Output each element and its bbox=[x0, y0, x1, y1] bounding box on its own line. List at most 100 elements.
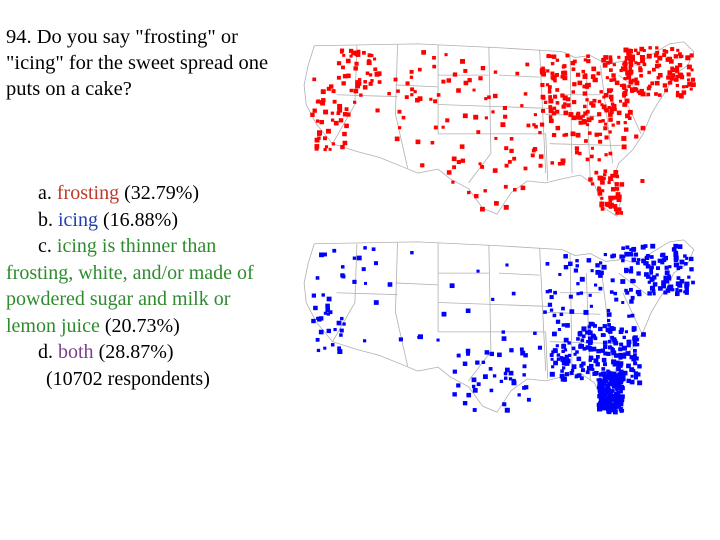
icing-dot-map bbox=[296, 234, 702, 420]
map-dot bbox=[631, 88, 636, 92]
map-dot bbox=[337, 346, 341, 351]
map-dot bbox=[619, 327, 624, 332]
map-dot bbox=[584, 139, 588, 143]
map-dot bbox=[619, 211, 624, 215]
state-border bbox=[468, 244, 492, 382]
map-dot bbox=[622, 102, 628, 107]
map-dot bbox=[675, 290, 679, 294]
map-dot bbox=[607, 339, 612, 344]
map-dot bbox=[581, 334, 586, 339]
map-dot bbox=[432, 64, 437, 69]
map-dot bbox=[609, 378, 613, 383]
map-dot bbox=[487, 95, 491, 99]
map-dot bbox=[605, 373, 609, 377]
map-dot bbox=[675, 78, 679, 82]
map-dot bbox=[503, 204, 509, 210]
map-dot bbox=[675, 288, 679, 292]
map-dot bbox=[678, 52, 682, 56]
map-dot bbox=[619, 83, 624, 88]
map-dot bbox=[582, 91, 588, 96]
map-dot bbox=[344, 107, 349, 111]
map-dot bbox=[588, 293, 592, 297]
map-dot bbox=[624, 330, 629, 334]
map-dot bbox=[673, 257, 679, 262]
map-dot bbox=[614, 297, 619, 302]
map-dot bbox=[612, 339, 618, 344]
map-dot bbox=[441, 311, 447, 317]
map-dot bbox=[601, 119, 605, 123]
map-dot bbox=[691, 280, 695, 285]
map-dot bbox=[678, 289, 683, 293]
map-dot bbox=[462, 361, 468, 366]
frosting-dot-map bbox=[296, 36, 702, 222]
map-dot bbox=[549, 371, 555, 377]
map-dot bbox=[689, 267, 694, 272]
map-dot bbox=[555, 88, 560, 92]
map-dot bbox=[525, 62, 530, 67]
map-dot bbox=[472, 88, 476, 92]
map-dot bbox=[489, 388, 494, 393]
map-dot bbox=[610, 348, 615, 353]
map-dot bbox=[560, 357, 566, 363]
map-dot bbox=[591, 103, 596, 108]
map-dot bbox=[585, 157, 590, 162]
frosting-dots bbox=[310, 46, 696, 215]
map-dot bbox=[482, 374, 488, 379]
map-dot bbox=[543, 310, 547, 314]
map-dot bbox=[513, 188, 517, 192]
map-dot bbox=[606, 402, 612, 407]
map-dot bbox=[484, 116, 488, 120]
map-dot bbox=[563, 337, 569, 343]
map-dot bbox=[346, 73, 351, 79]
map-dot bbox=[679, 279, 685, 284]
map-dot bbox=[417, 335, 421, 339]
map-dot bbox=[520, 350, 526, 356]
map-dot bbox=[618, 347, 623, 352]
map-dot bbox=[578, 115, 583, 120]
map-dot bbox=[564, 372, 570, 377]
map-dot bbox=[532, 123, 536, 127]
map-dot bbox=[609, 78, 613, 82]
state-border bbox=[499, 331, 549, 379]
map-dot bbox=[363, 246, 367, 250]
map-dot bbox=[661, 280, 666, 285]
option-term: frosting bbox=[56, 182, 120, 204]
map-dot bbox=[339, 50, 344, 54]
map-dot bbox=[567, 341, 571, 345]
map-dot bbox=[551, 331, 557, 337]
map-dot bbox=[623, 352, 627, 356]
map-dot bbox=[651, 67, 656, 72]
map-dot bbox=[579, 276, 585, 282]
map-dot bbox=[503, 114, 508, 119]
map-dot bbox=[520, 185, 526, 191]
map-dot bbox=[662, 49, 667, 53]
map-dot bbox=[326, 312, 331, 316]
map-dot bbox=[624, 55, 630, 61]
map-dot bbox=[608, 196, 612, 200]
respondent-count: (10702 respondents) bbox=[46, 367, 210, 390]
map-dot bbox=[320, 89, 326, 95]
map-dot bbox=[669, 76, 674, 81]
map-dot bbox=[354, 61, 359, 66]
map-dot bbox=[578, 343, 583, 347]
map-dot bbox=[613, 404, 618, 408]
map-dot bbox=[628, 60, 632, 64]
map-dot bbox=[603, 390, 608, 395]
map-dot bbox=[560, 369, 564, 373]
map-dot bbox=[377, 80, 382, 84]
map-dot bbox=[610, 395, 614, 399]
map-dot bbox=[648, 84, 652, 89]
map-dot bbox=[321, 293, 325, 297]
map-dot bbox=[313, 305, 318, 311]
map-dot bbox=[353, 88, 359, 94]
map-dot bbox=[344, 123, 349, 129]
map-dot bbox=[393, 77, 398, 82]
map-dot bbox=[600, 348, 606, 353]
map-dot bbox=[644, 272, 649, 277]
map-dot bbox=[617, 381, 622, 387]
map-dot bbox=[629, 266, 634, 270]
map-dot bbox=[548, 88, 552, 92]
map-dot bbox=[561, 360, 567, 366]
map-dot bbox=[650, 243, 656, 249]
map-dot bbox=[318, 329, 324, 335]
